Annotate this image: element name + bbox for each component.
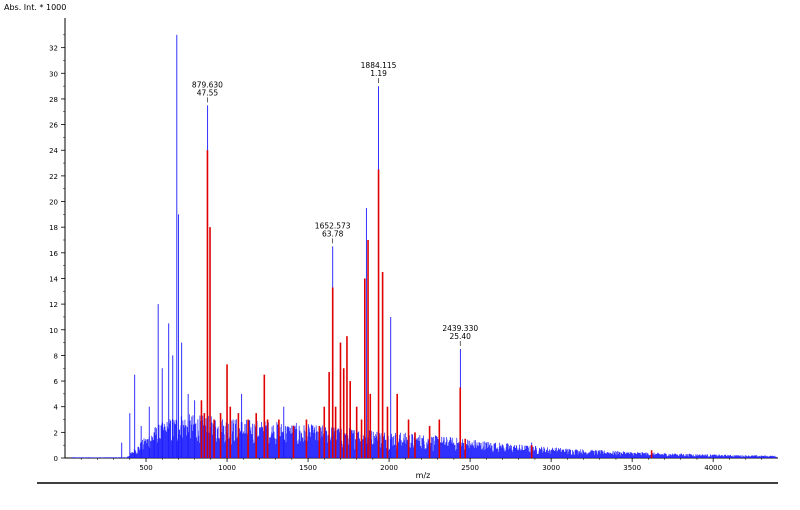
y-tick-label: 24: [49, 147, 58, 155]
y-tick-label: 14: [49, 275, 58, 283]
peak-annotation-score: 47.55: [197, 88, 219, 97]
x-tick-label: 500: [139, 464, 152, 472]
x-tick-label: 1000: [218, 464, 236, 472]
y-tick-label: 26: [49, 122, 58, 130]
y-tick-label: 8: [54, 352, 58, 360]
x-tick-label: 3500: [623, 464, 641, 472]
y-tick-label: 16: [49, 250, 58, 258]
y-tick-label: 2: [54, 429, 58, 437]
y-tick-label: 10: [49, 327, 58, 335]
x-tick-label: 2000: [380, 464, 398, 472]
peak-annotation-mz: 1884.115: [361, 61, 397, 70]
y-axis-label: Abs. Int. * 1000: [4, 3, 66, 12]
y-tick-label: 30: [49, 70, 58, 78]
x-tick-label: 1500: [299, 464, 317, 472]
x-tick-label: 2500: [461, 464, 479, 472]
peak-annotation-mz: 1652.573: [315, 221, 351, 230]
y-tick-label: 12: [49, 301, 58, 309]
peak-annotation-score: 1.19: [370, 69, 387, 78]
y-tick-label: 18: [49, 224, 58, 232]
peak-annotation-score: 25.40: [449, 332, 471, 341]
y-tick-label: 22: [49, 173, 58, 181]
x-tick-label: 4000: [704, 464, 722, 472]
y-tick-label: 4: [54, 404, 59, 412]
y-tick-label: 32: [49, 45, 58, 53]
peak-annotation-mz: 879.630: [192, 80, 223, 89]
x-axis-label: m/z: [416, 471, 431, 480]
x-tick-label: 3000: [542, 464, 560, 472]
y-tick-label: 0: [54, 455, 58, 463]
peak-annotation-mz: 2439.330: [442, 324, 478, 333]
y-tick-label: 6: [54, 378, 59, 386]
y-tick-label: 20: [49, 199, 58, 207]
y-tick-label: 28: [49, 96, 58, 104]
peak-annotation-score: 63.78: [322, 229, 344, 238]
